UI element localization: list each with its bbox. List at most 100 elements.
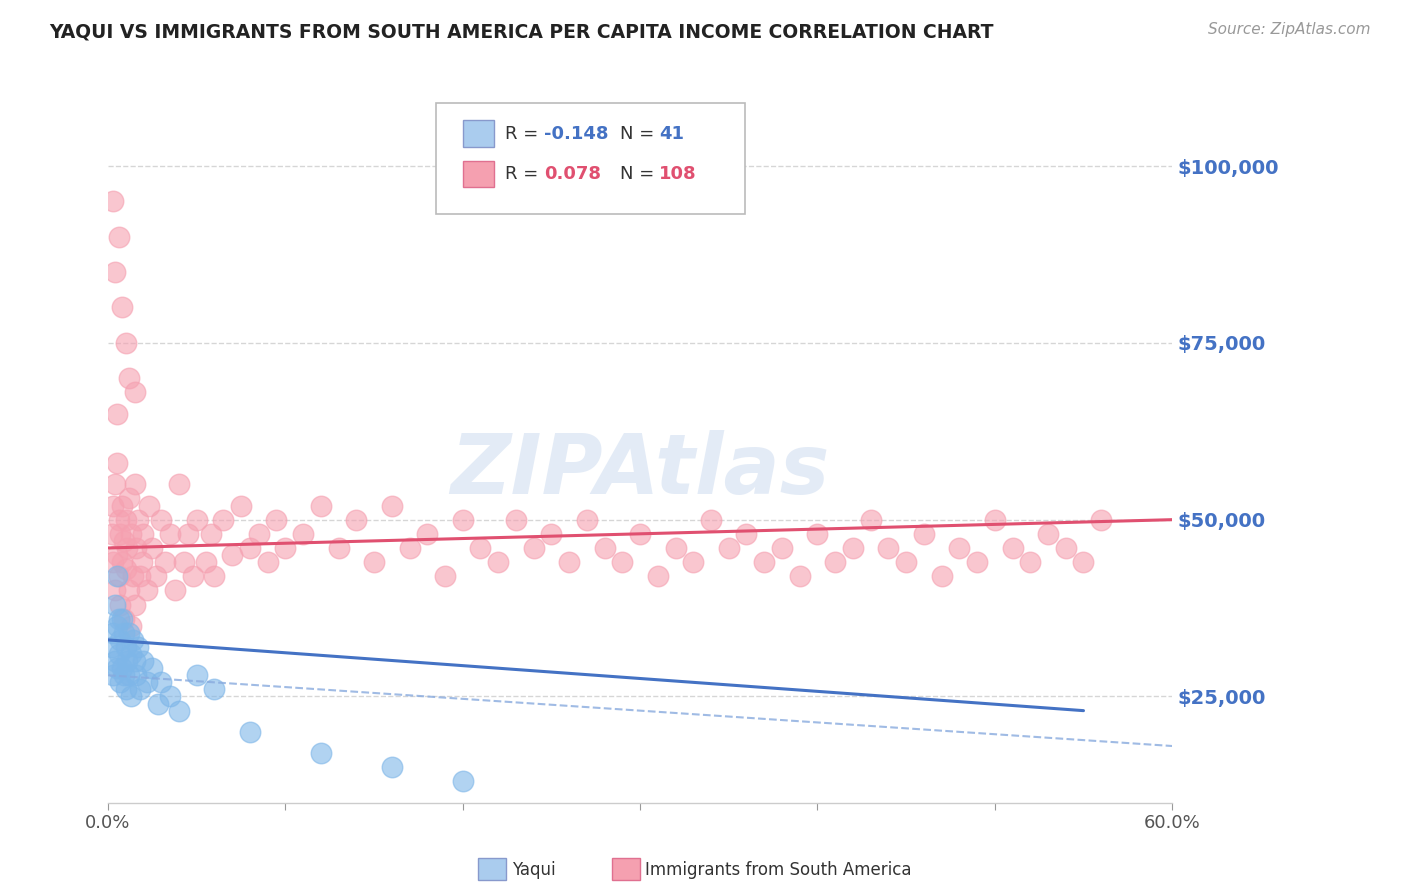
Point [103, 499, 125, 513]
Point [593, 541, 616, 555]
Point [118, 583, 141, 598]
Point [141, 541, 163, 555]
Point [118, 491, 141, 506]
Point [103, 555, 125, 569]
Point [141, 661, 163, 675]
Point [292, 526, 315, 541]
Point [948, 541, 970, 555]
Point [181, 569, 204, 583]
Point [110, 675, 132, 690]
Point [107, 513, 129, 527]
Point [117, 541, 139, 555]
Point [806, 526, 828, 541]
Point [221, 548, 243, 562]
Point [105, 569, 128, 583]
Point [612, 555, 634, 569]
Point [107, 229, 129, 244]
Point [110, 598, 132, 612]
Point [1036, 526, 1059, 541]
Point [121, 569, 143, 583]
Point [381, 499, 404, 513]
Point [451, 774, 474, 789]
Text: N =: N = [620, 165, 659, 183]
Point [194, 555, 217, 569]
Point [129, 682, 152, 697]
Point [212, 513, 235, 527]
Point [247, 526, 270, 541]
Point [129, 569, 152, 583]
Point [145, 569, 167, 583]
Point [344, 513, 367, 527]
Point [100, 526, 122, 541]
Point [256, 555, 278, 569]
Point [103, 625, 125, 640]
Point [111, 612, 134, 626]
Point [131, 555, 153, 569]
Point [125, 668, 148, 682]
Point [146, 697, 169, 711]
Point [111, 661, 134, 675]
Point [104, 654, 127, 668]
Point [105, 548, 128, 562]
Point [470, 541, 492, 555]
Point [159, 690, 181, 704]
Point [132, 526, 155, 541]
Point [274, 541, 297, 555]
Point [894, 555, 917, 569]
Point [112, 668, 135, 682]
Point [103, 668, 125, 682]
Point [136, 675, 159, 690]
Point [117, 654, 139, 668]
Point [107, 612, 129, 626]
Text: Immigrants from South America: Immigrants from South America [645, 861, 912, 879]
Text: 0.078: 0.078 [544, 165, 602, 183]
Point [127, 513, 149, 527]
Text: R =: R = [505, 125, 544, 143]
Text: R =: R = [505, 165, 544, 183]
Point [912, 526, 935, 541]
Point [114, 682, 136, 697]
Point [124, 598, 146, 612]
Point [104, 598, 127, 612]
Point [125, 541, 148, 555]
Point [770, 541, 793, 555]
Text: YAQUI VS IMMIGRANTS FROM SOUTH AMERICA PER CAPITA INCOME CORRELATION CHART: YAQUI VS IMMIGRANTS FROM SOUTH AMERICA P… [49, 22, 994, 41]
Point [138, 499, 160, 513]
Point [328, 541, 350, 555]
Point [1001, 541, 1024, 555]
Text: 108: 108 [659, 165, 697, 183]
Point [309, 499, 332, 513]
Point [200, 526, 222, 541]
Point [173, 555, 195, 569]
Point [114, 562, 136, 576]
Point [114, 335, 136, 350]
Text: Source: ZipAtlas.com: Source: ZipAtlas.com [1208, 22, 1371, 37]
Point [104, 583, 127, 598]
Point [124, 385, 146, 400]
Point [136, 583, 159, 598]
Text: 41: 41 [659, 125, 685, 143]
Point [159, 526, 181, 541]
Point [309, 746, 332, 760]
Point [363, 555, 385, 569]
Point [486, 555, 509, 569]
Point [451, 513, 474, 527]
Point [682, 555, 704, 569]
Point [110, 526, 132, 541]
Point [664, 541, 686, 555]
Point [789, 569, 811, 583]
Point [1090, 513, 1112, 527]
Point [112, 625, 135, 640]
Point [114, 640, 136, 654]
Point [186, 668, 208, 682]
Point [118, 668, 141, 682]
Point [114, 513, 136, 527]
Point [239, 541, 262, 555]
Point [647, 569, 669, 583]
Point [105, 619, 128, 633]
Point [112, 533, 135, 548]
Point [505, 513, 527, 527]
Point [1054, 541, 1077, 555]
Text: Yaqui: Yaqui [512, 861, 555, 879]
Point [523, 541, 546, 555]
